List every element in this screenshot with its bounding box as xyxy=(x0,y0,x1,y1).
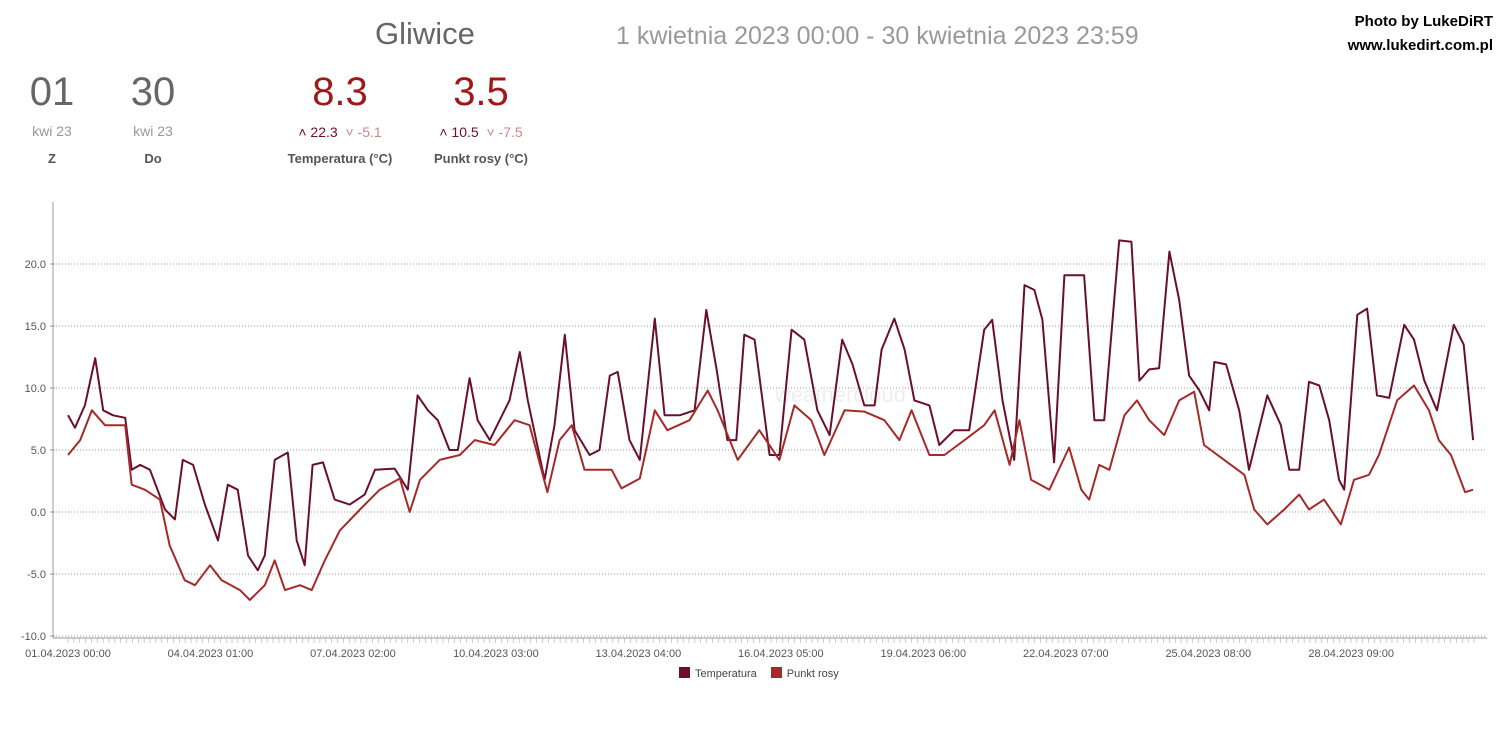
dew-label: Punkt rosy (°C) xyxy=(433,151,529,166)
x-tick-label: 01.04.2023 00:00 xyxy=(25,648,111,660)
x-tick-label: 28.04.2023 09:00 xyxy=(1308,648,1394,660)
temp-label: Temperatura (°C) xyxy=(287,151,393,166)
y-tick-label: 15.0 xyxy=(25,321,46,333)
watermark: weathercloud xyxy=(774,382,906,407)
to-day: 30 xyxy=(130,70,176,114)
temp-avg: 8.3 xyxy=(312,70,368,114)
dew-extremes: ˄ 10.5 ˅ -7.5 xyxy=(439,124,523,140)
y-tick-label: 20.0 xyxy=(25,259,46,271)
photo-credit: Photo by LukeDiRT xyxy=(1354,13,1493,30)
dew-max: 10.5 xyxy=(451,124,479,140)
y-tick-label: 10.0 xyxy=(25,383,46,395)
legend-swatch xyxy=(770,667,782,678)
y-tick-label: 0.0 xyxy=(31,507,46,519)
series-line-punkt-rosy xyxy=(67,384,1474,601)
dew-min: -7.5 xyxy=(498,124,523,140)
legend-swatch xyxy=(679,667,690,678)
from-day: 01 xyxy=(29,70,75,114)
series-line-temperatura xyxy=(67,239,1475,572)
temp-max: 22.3 xyxy=(310,124,338,140)
temp-extremes: ˄ 22.3 ˅ -5.1 xyxy=(298,124,382,140)
x-tick-label: 13.04.2023 04:00 xyxy=(596,648,682,660)
y-tick-label: 5.0 xyxy=(31,445,46,457)
legend: Temperatura Punkt rosy xyxy=(679,667,839,680)
date-range: 1 kwietnia 2023 00:00 - 30 kwietnia 2023… xyxy=(616,22,1139,50)
y-tick-label: -5.0 xyxy=(27,569,46,581)
x-tick-label: 10.04.2023 03:00 xyxy=(453,648,539,660)
legend-item-temperatura[interactable]: Temperatura xyxy=(679,667,757,680)
from-month: kwi 23 xyxy=(32,123,72,139)
y-tick-label: -10.0 xyxy=(21,631,46,643)
legend-label: Temperatura xyxy=(695,668,757,680)
dew-avg: 3.5 xyxy=(453,70,509,114)
x-tick-label: 19.04.2023 06:00 xyxy=(880,648,966,660)
x-tick-label: 04.04.2023 01:00 xyxy=(168,648,254,660)
temp-min: -5.1 xyxy=(357,124,382,140)
legend-label: Punkt rosy xyxy=(786,668,839,680)
x-tick-label: 16.04.2023 05:00 xyxy=(738,648,824,660)
x-tick-label: 07.04.2023 02:00 xyxy=(310,648,396,660)
legend-item-punkt-rosy[interactable]: Punkt rosy xyxy=(770,667,839,680)
credit-url: www.lukedirt.com.pl xyxy=(1347,37,1493,54)
to-month: kwi 23 xyxy=(133,123,173,139)
city-title: Gliwice xyxy=(375,16,475,51)
to-label: Do xyxy=(144,151,162,166)
x-tick-label: 22.04.2023 07:00 xyxy=(1023,648,1109,660)
from-label: Z xyxy=(48,151,56,166)
x-tick-label: 25.04.2023 08:00 xyxy=(1165,648,1251,660)
